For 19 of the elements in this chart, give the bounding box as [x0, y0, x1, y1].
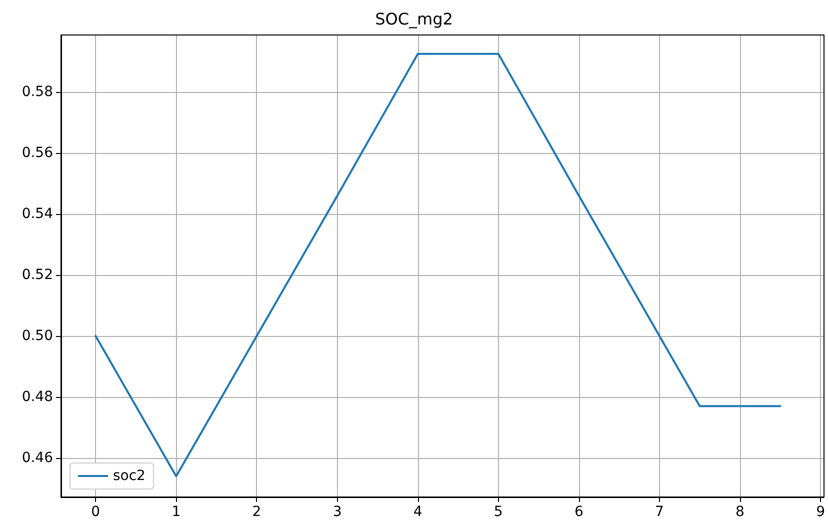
x-tick-label: 2 — [252, 504, 262, 520]
y-tick-label: 0.52 — [22, 266, 53, 283]
y-tick-label: 0.46 — [22, 450, 54, 466]
y-tick-label: 0.54 — [22, 206, 54, 222]
x-tick-label: 7 — [654, 504, 664, 520]
x-tick-label: 8 — [736, 504, 744, 520]
x-tick-label: 9 — [816, 504, 826, 520]
chart-title: SOC_mg2 — [375, 10, 453, 28]
x-tick-label: 5 — [494, 504, 503, 520]
x-tick-label: 1 — [172, 504, 181, 520]
legend-label: soc2 — [113, 468, 146, 484]
x-tick-label: 4 — [413, 504, 422, 520]
y-tick-label: 0.56 — [22, 145, 54, 162]
x-tick-label: 6 — [574, 504, 584, 520]
y-tick-label: 0.50 — [22, 328, 53, 344]
x-tick-label: 3 — [332, 504, 342, 520]
y-tick-label: 0.58 — [22, 84, 53, 100]
x-tick-label: 0 — [91, 504, 100, 520]
y-tick-label: 0.48 — [22, 388, 53, 405]
